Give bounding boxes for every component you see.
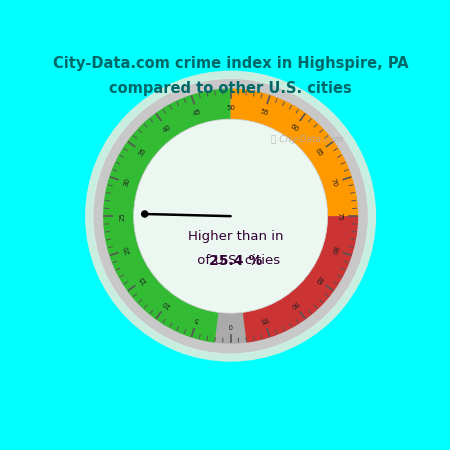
Text: 0: 0 <box>228 322 233 328</box>
Circle shape <box>142 211 148 217</box>
Circle shape <box>113 99 348 334</box>
Text: 90: 90 <box>289 299 300 309</box>
Wedge shape <box>103 89 358 344</box>
Circle shape <box>92 77 369 355</box>
Wedge shape <box>243 216 358 342</box>
Text: 85: 85 <box>314 274 324 285</box>
Text: City-Data.com crime index in Highspire, PA: City-Data.com crime index in Highspire, … <box>53 56 409 71</box>
Circle shape <box>85 71 376 362</box>
Text: 30: 30 <box>123 177 131 188</box>
Text: 75: 75 <box>336 212 342 220</box>
Text: 15: 15 <box>138 274 148 285</box>
Wedge shape <box>103 89 230 342</box>
Text: 55: 55 <box>259 108 269 117</box>
Text: 95: 95 <box>259 315 270 324</box>
Text: of U.S. cities: of U.S. cities <box>193 254 280 267</box>
Text: 20: 20 <box>123 245 131 255</box>
Circle shape <box>94 79 368 353</box>
Text: 40: 40 <box>162 123 172 133</box>
Text: 5: 5 <box>194 316 200 323</box>
Text: 60: 60 <box>289 123 300 133</box>
Text: 25.4 %: 25.4 % <box>210 253 263 267</box>
Text: 25: 25 <box>119 212 125 220</box>
Text: 50: 50 <box>226 104 235 111</box>
Text: 🔍 City-Data.com: 🔍 City-Data.com <box>271 135 343 144</box>
Circle shape <box>99 85 362 348</box>
Text: 65: 65 <box>314 147 324 158</box>
Text: 35: 35 <box>138 147 148 158</box>
Text: 45: 45 <box>192 108 202 117</box>
Text: Higher than in: Higher than in <box>189 230 284 243</box>
Text: 80: 80 <box>330 244 338 255</box>
Circle shape <box>134 119 328 313</box>
Wedge shape <box>230 89 358 216</box>
Text: 10: 10 <box>162 299 172 309</box>
Text: 70: 70 <box>330 177 338 188</box>
Text: compared to other U.S. cities: compared to other U.S. cities <box>109 81 352 96</box>
